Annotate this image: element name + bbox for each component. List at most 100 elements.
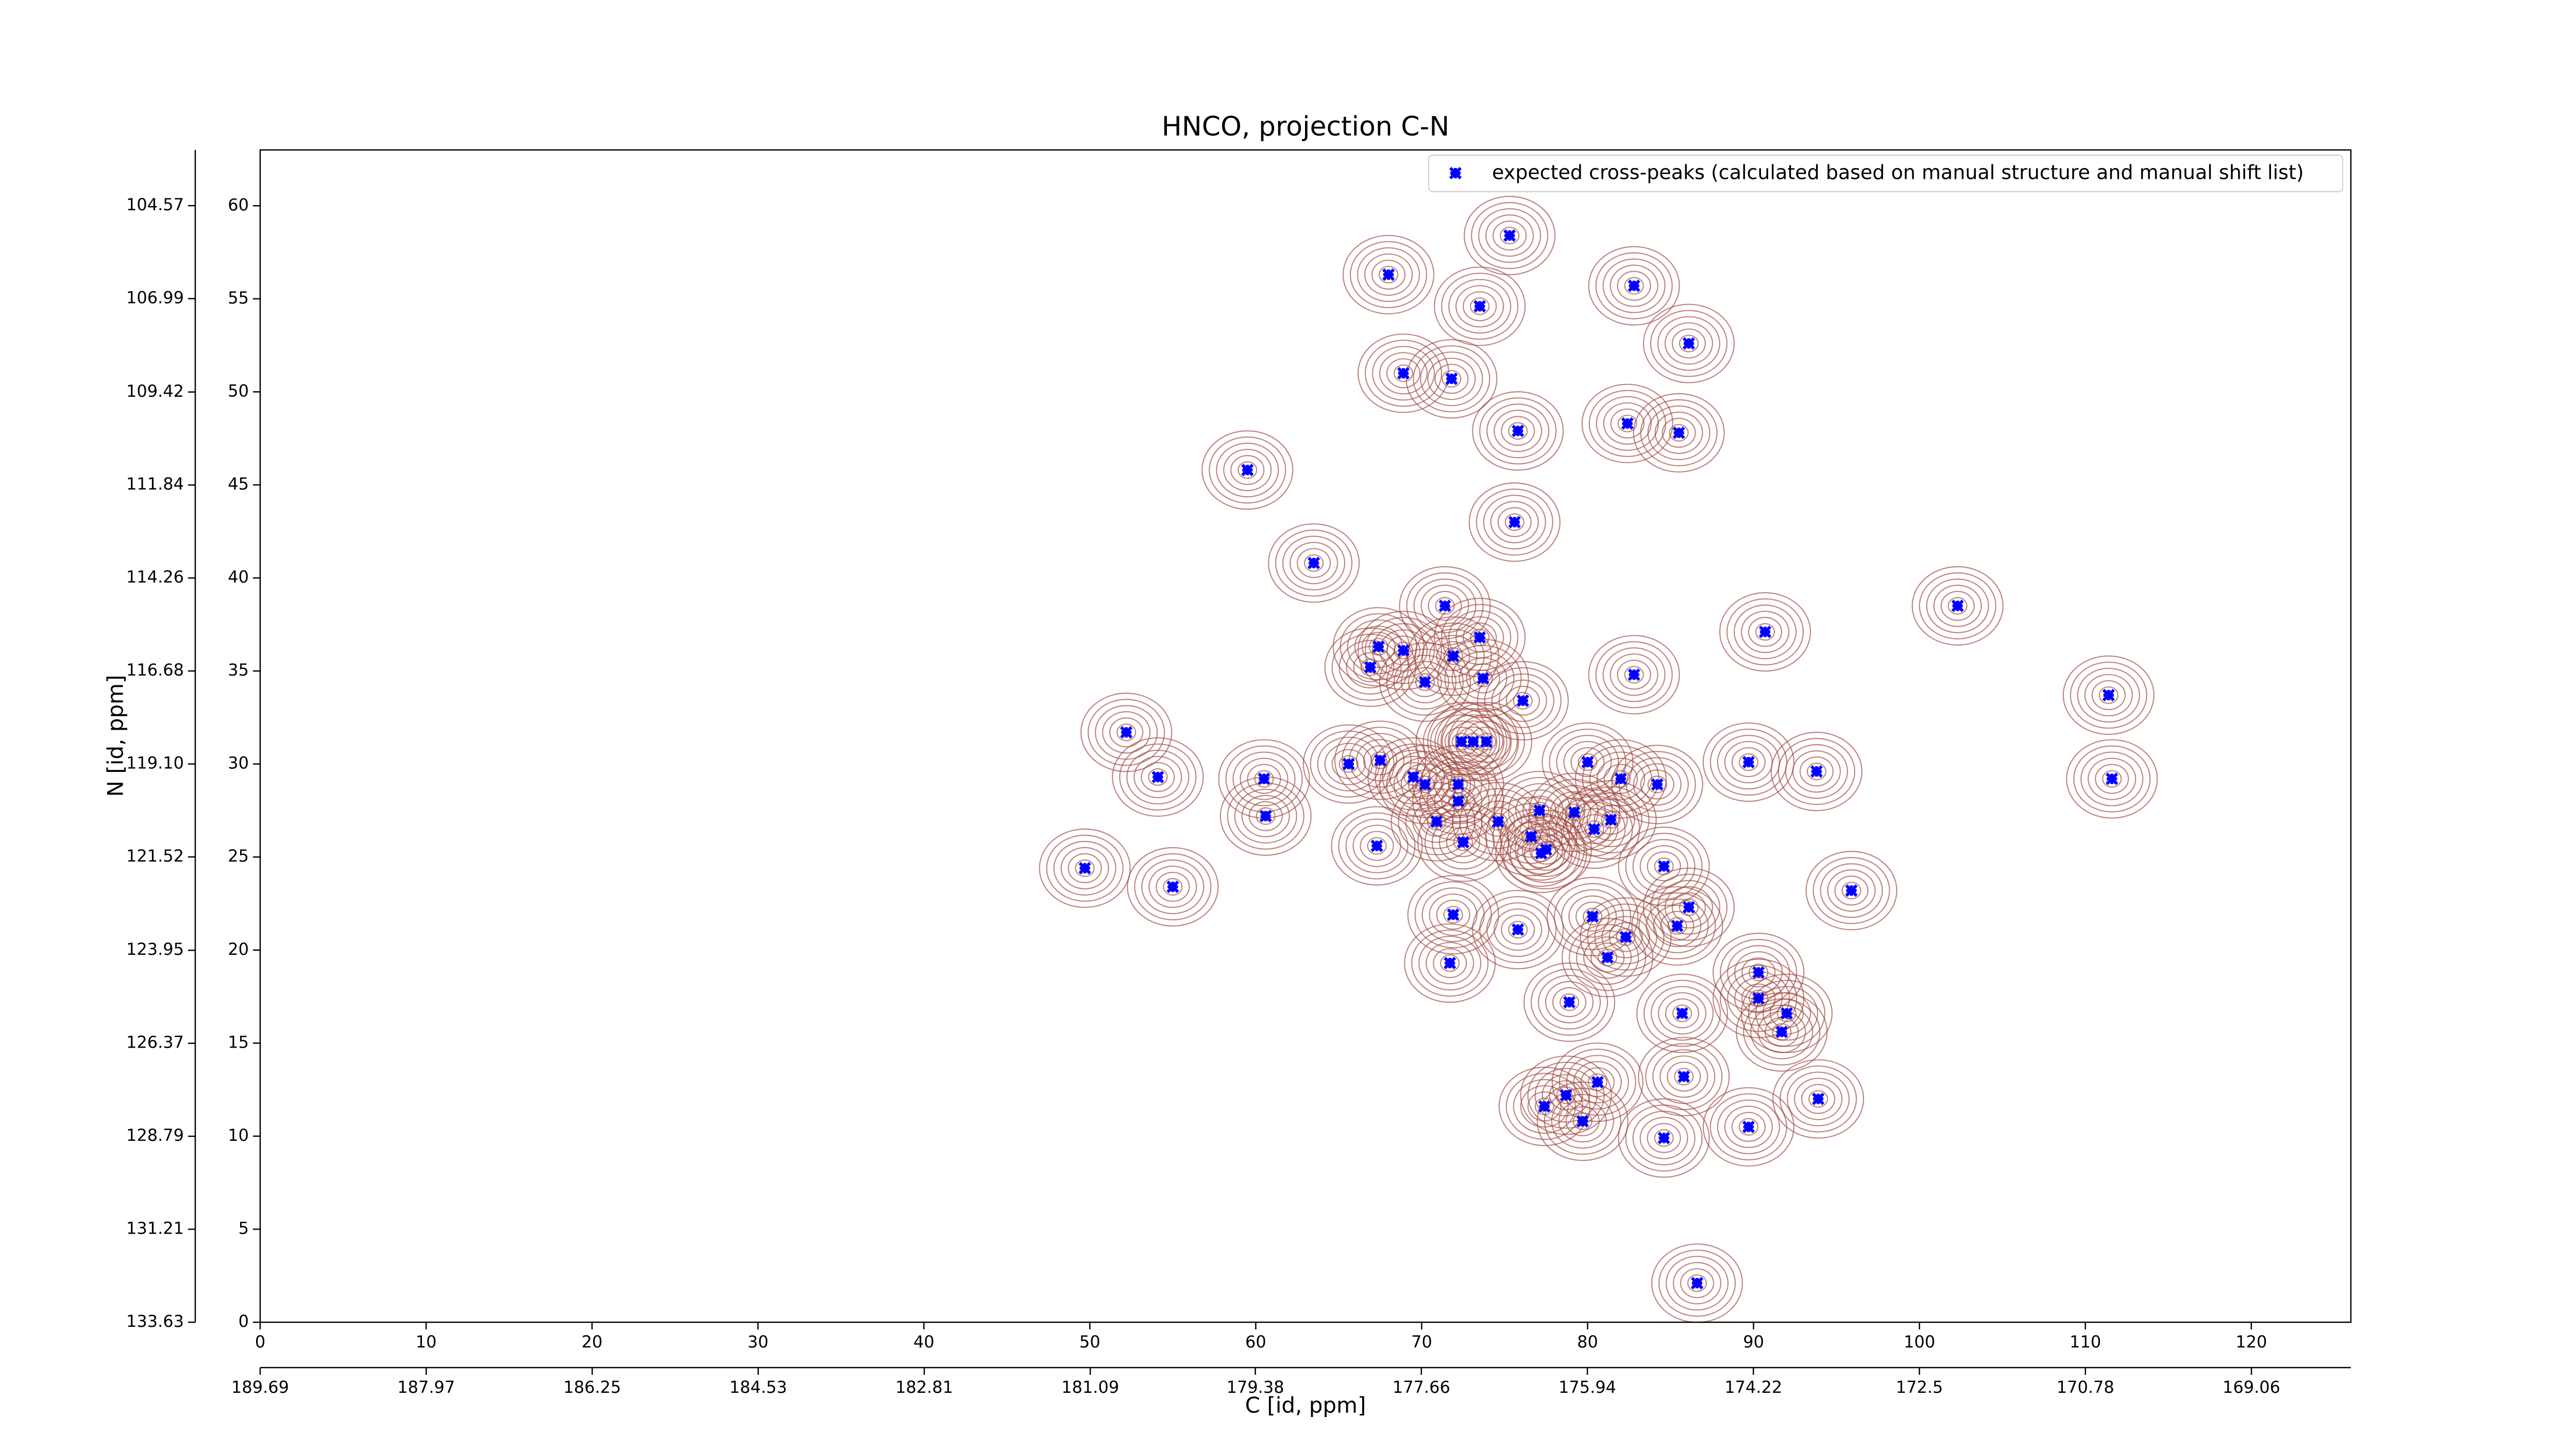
contour bbox=[1770, 732, 1863, 812]
contour bbox=[1738, 753, 1759, 771]
contour bbox=[1364, 340, 1443, 407]
contour bbox=[1726, 598, 1804, 666]
contour bbox=[1743, 998, 1821, 1066]
contour bbox=[1133, 755, 1182, 799]
contour bbox=[1639, 845, 1688, 888]
y2-tick-label: 111.84 bbox=[126, 474, 184, 494]
peak-point bbox=[1812, 1092, 1825, 1105]
contour bbox=[1748, 617, 1783, 647]
contour bbox=[1794, 1077, 1843, 1120]
contour bbox=[1595, 252, 1673, 319]
peak-point bbox=[1370, 839, 1383, 852]
contour bbox=[1672, 1004, 1692, 1022]
contour bbox=[1234, 788, 1297, 844]
contour bbox=[1736, 992, 1828, 1072]
contour bbox=[1426, 941, 1475, 985]
y2-tick-label: 133.63 bbox=[126, 1311, 184, 1331]
contour bbox=[1772, 1059, 1865, 1139]
y-tick-label: 30 bbox=[228, 753, 249, 773]
contour bbox=[1611, 770, 1631, 788]
contour bbox=[1919, 572, 1996, 639]
contour bbox=[1529, 834, 1564, 865]
contour bbox=[1624, 666, 1644, 684]
contour bbox=[1406, 572, 1484, 639]
contour bbox=[1502, 819, 1580, 887]
contour bbox=[1433, 948, 1467, 979]
peak-point bbox=[1657, 860, 1670, 873]
contour bbox=[1453, 833, 1473, 851]
contour bbox=[1345, 818, 1409, 873]
contour bbox=[1500, 810, 1592, 889]
contour bbox=[1364, 253, 1413, 296]
peak-point bbox=[1151, 770, 1164, 784]
contour bbox=[1757, 1010, 1806, 1053]
peak-point bbox=[1447, 650, 1460, 663]
contour bbox=[1558, 1100, 1607, 1143]
contour bbox=[1431, 815, 1495, 870]
contour bbox=[1583, 907, 1603, 925]
contour bbox=[1046, 834, 1124, 902]
x-tick-label: 30 bbox=[748, 1332, 769, 1352]
peak-point bbox=[2106, 772, 2119, 785]
contour bbox=[2073, 745, 2151, 813]
contour bbox=[1116, 723, 1137, 742]
contour bbox=[1230, 455, 1265, 485]
contour bbox=[1659, 1055, 1708, 1098]
contour bbox=[1596, 396, 1659, 451]
contour bbox=[1647, 405, 1710, 460]
contour bbox=[1609, 264, 1658, 307]
peak-point bbox=[1742, 1120, 1755, 1133]
contour bbox=[1517, 832, 1566, 875]
contour bbox=[1463, 291, 1497, 322]
contour bbox=[1408, 667, 1442, 697]
contour bbox=[1478, 208, 1541, 263]
peak-point bbox=[1621, 417, 1634, 430]
contour bbox=[1750, 1004, 1814, 1059]
y-tick-label: 20 bbox=[228, 939, 249, 959]
contour bbox=[1163, 878, 1183, 896]
contour bbox=[1717, 1099, 1781, 1154]
contour bbox=[1141, 762, 1175, 793]
contour bbox=[1527, 1062, 1605, 1129]
peak-point bbox=[1576, 1115, 1589, 1128]
contour bbox=[1534, 1098, 1554, 1116]
contour bbox=[1610, 408, 1645, 439]
y-tick-label: 25 bbox=[228, 846, 249, 866]
contour bbox=[1580, 897, 1672, 977]
contour bbox=[1671, 892, 1706, 922]
contour bbox=[1611, 745, 1703, 824]
peak-point bbox=[1516, 694, 1530, 707]
contour bbox=[1334, 720, 1427, 800]
contour bbox=[1454, 714, 1518, 769]
contour bbox=[1598, 949, 1618, 967]
contour bbox=[1639, 1117, 1688, 1159]
contour bbox=[1067, 853, 1102, 883]
peak-point bbox=[1619, 931, 1632, 943]
contour bbox=[1483, 495, 1546, 550]
contour bbox=[1667, 1062, 1701, 1092]
y2-tick-label: 109.42 bbox=[126, 381, 184, 401]
contour bbox=[1248, 801, 1283, 831]
x2-tick-label: 175.94 bbox=[1558, 1377, 1616, 1397]
contour bbox=[1657, 880, 1721, 935]
contour bbox=[1466, 663, 1500, 694]
contour bbox=[1405, 339, 1498, 419]
contour bbox=[1640, 399, 1718, 466]
peak-point bbox=[1628, 279, 1640, 292]
contour bbox=[2070, 661, 2147, 729]
contour bbox=[1442, 370, 1462, 388]
contour bbox=[1588, 246, 1680, 326]
contour bbox=[1755, 986, 1819, 1041]
contour bbox=[1570, 807, 1619, 851]
contour bbox=[1379, 352, 1428, 395]
contour bbox=[1658, 1250, 1736, 1317]
peak-point bbox=[1455, 735, 1468, 748]
contour bbox=[1633, 393, 1725, 473]
contour bbox=[1702, 1087, 1795, 1167]
contour bbox=[1338, 639, 1402, 695]
contour bbox=[1595, 641, 1673, 709]
contour bbox=[1528, 772, 1620, 852]
peak-point bbox=[1677, 1070, 1690, 1083]
contour bbox=[1434, 266, 1526, 346]
